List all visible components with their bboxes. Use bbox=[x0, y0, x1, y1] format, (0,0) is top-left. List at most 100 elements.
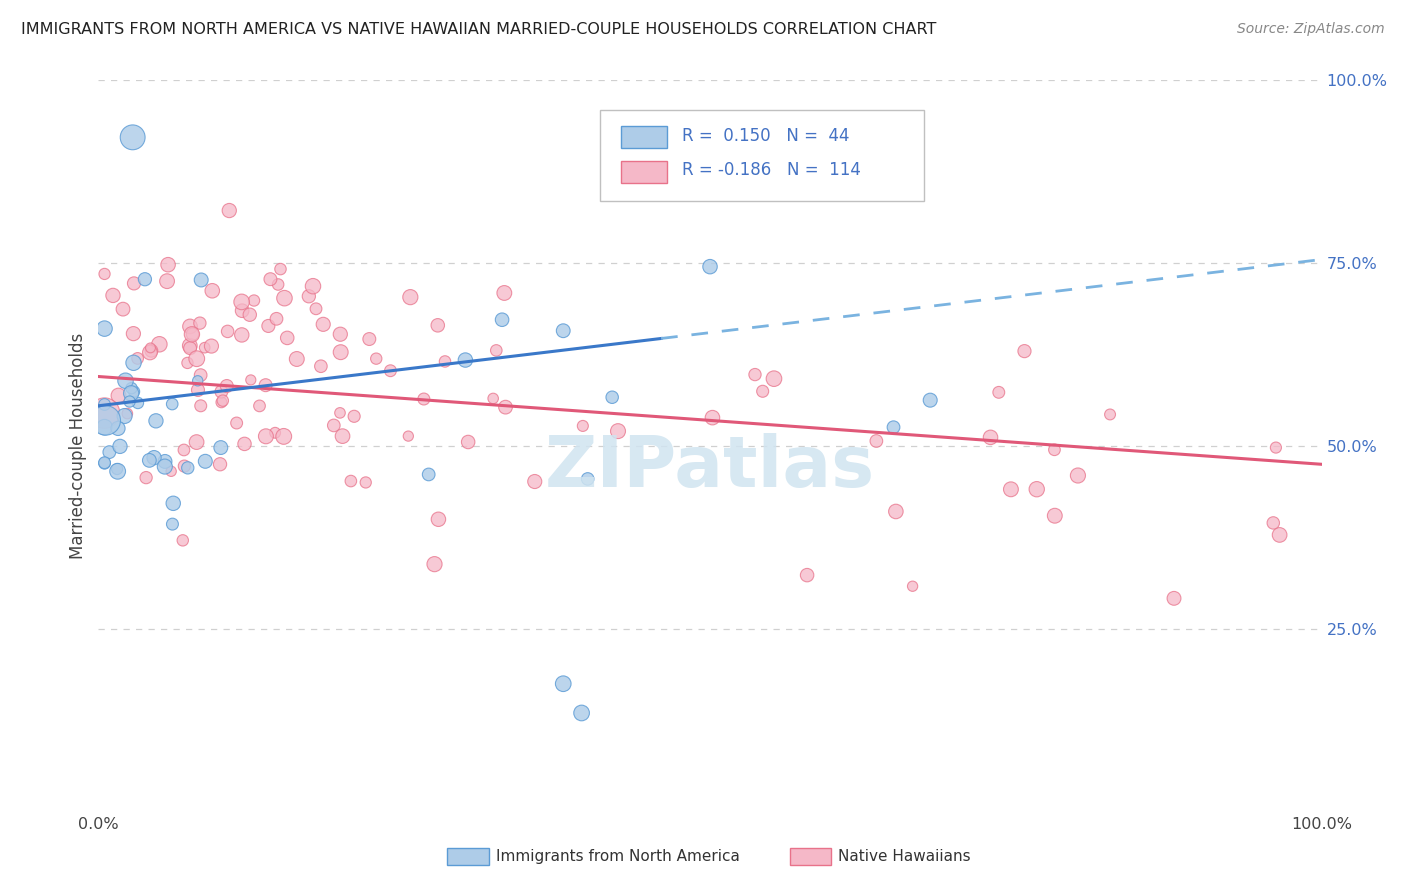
Point bbox=[332, 429, 354, 443]
Point bbox=[145, 414, 167, 428]
Point bbox=[187, 374, 209, 388]
Point bbox=[122, 384, 145, 399]
Y-axis label: Married-couple Households: Married-couple Households bbox=[69, 333, 87, 559]
Text: ZIPatlas: ZIPatlas bbox=[546, 434, 875, 502]
Point bbox=[266, 311, 288, 326]
Point bbox=[412, 392, 434, 406]
Point bbox=[254, 378, 277, 392]
Point bbox=[1268, 528, 1291, 542]
Point bbox=[359, 332, 381, 346]
Point bbox=[751, 384, 773, 399]
FancyBboxPatch shape bbox=[790, 847, 831, 865]
Point bbox=[231, 327, 253, 342]
Point bbox=[179, 319, 201, 334]
Point bbox=[491, 312, 513, 326]
Point bbox=[267, 277, 290, 292]
Text: Immigrants from North America: Immigrants from North America bbox=[496, 849, 740, 863]
FancyBboxPatch shape bbox=[600, 110, 924, 201]
Point bbox=[276, 331, 298, 345]
Point bbox=[865, 434, 887, 448]
Point bbox=[231, 294, 253, 309]
Point bbox=[190, 273, 212, 287]
Point bbox=[482, 392, 505, 406]
Point bbox=[1264, 441, 1286, 455]
Point bbox=[153, 459, 176, 474]
Point bbox=[396, 429, 419, 443]
Point bbox=[93, 406, 115, 420]
Point bbox=[209, 441, 232, 455]
Point bbox=[309, 359, 332, 374]
Point bbox=[434, 354, 457, 368]
Point bbox=[201, 284, 224, 298]
Point bbox=[139, 341, 162, 355]
Point bbox=[457, 435, 479, 450]
Point bbox=[187, 383, 209, 397]
Point bbox=[980, 430, 1002, 444]
Point bbox=[553, 676, 575, 690]
Point bbox=[127, 396, 149, 410]
Point bbox=[1263, 516, 1285, 530]
Point bbox=[181, 327, 204, 342]
Point bbox=[177, 461, 200, 475]
Point bbox=[134, 272, 156, 286]
FancyBboxPatch shape bbox=[620, 127, 668, 148]
Point bbox=[127, 351, 149, 366]
Point bbox=[208, 457, 231, 471]
Point bbox=[796, 568, 818, 582]
Point bbox=[883, 420, 905, 434]
Point bbox=[269, 262, 291, 277]
Point bbox=[211, 393, 233, 408]
Point bbox=[329, 406, 352, 420]
Point bbox=[217, 325, 239, 339]
Point bbox=[884, 504, 907, 518]
FancyBboxPatch shape bbox=[447, 847, 489, 865]
Point bbox=[94, 413, 117, 427]
Text: IMMIGRANTS FROM NORTH AMERICA VS NATIVE HAWAIIAN MARRIED-COUPLE HOUSEHOLDS CORRE: IMMIGRANTS FROM NORTH AMERICA VS NATIVE … bbox=[21, 22, 936, 37]
Point bbox=[160, 397, 183, 411]
Point bbox=[122, 356, 145, 370]
Point bbox=[186, 435, 208, 450]
Point bbox=[215, 379, 238, 393]
Point bbox=[188, 316, 211, 330]
Point bbox=[118, 394, 141, 409]
Point bbox=[108, 439, 131, 453]
Point bbox=[571, 706, 593, 720]
Point bbox=[194, 454, 217, 468]
Point bbox=[194, 341, 217, 355]
Point bbox=[322, 418, 344, 433]
Point bbox=[762, 372, 785, 386]
Point bbox=[1099, 408, 1122, 422]
Point bbox=[218, 203, 240, 218]
Point bbox=[259, 272, 281, 286]
Point bbox=[156, 274, 179, 288]
Point bbox=[93, 397, 115, 411]
Point bbox=[495, 400, 517, 414]
Point bbox=[122, 277, 145, 291]
Point bbox=[423, 557, 446, 571]
Point bbox=[162, 517, 184, 532]
Point bbox=[143, 450, 166, 465]
Point bbox=[93, 456, 115, 470]
Point bbox=[114, 374, 136, 388]
Point bbox=[173, 442, 195, 457]
Text: R =  0.150   N =  44: R = 0.150 N = 44 bbox=[682, 127, 849, 145]
Point bbox=[101, 288, 124, 302]
Point bbox=[302, 279, 325, 293]
Point bbox=[264, 425, 287, 440]
Point bbox=[135, 470, 157, 484]
Point bbox=[93, 267, 115, 281]
Point bbox=[744, 368, 766, 382]
Point bbox=[172, 533, 194, 548]
FancyBboxPatch shape bbox=[620, 161, 668, 183]
Point bbox=[699, 260, 721, 274]
Point bbox=[200, 339, 222, 353]
Point bbox=[273, 291, 295, 305]
Point bbox=[98, 445, 121, 459]
Point bbox=[1000, 483, 1022, 497]
Point bbox=[1067, 468, 1090, 483]
Point bbox=[494, 285, 516, 300]
Point bbox=[399, 290, 422, 304]
Point bbox=[179, 341, 201, 355]
Point bbox=[121, 381, 143, 395]
Point bbox=[340, 474, 363, 488]
